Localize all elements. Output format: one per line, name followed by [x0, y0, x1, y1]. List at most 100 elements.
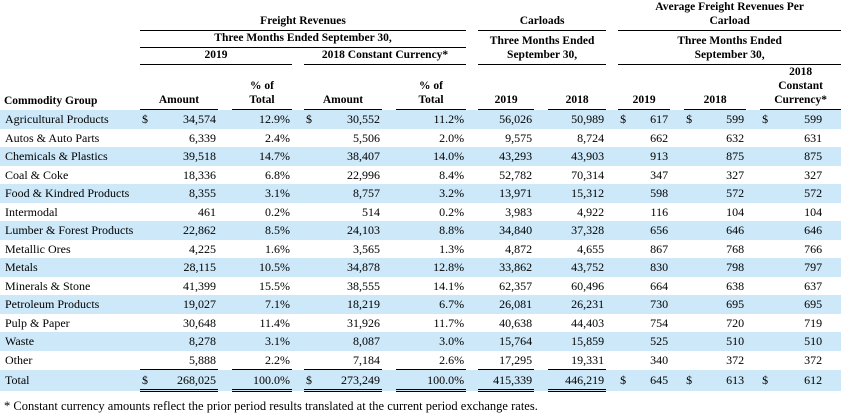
cell-carloads-2019: 34,840 [499, 223, 533, 238]
cell-fr2019-dollar [140, 295, 156, 314]
cell-gap [606, 147, 618, 166]
cell-gap [466, 221, 478, 240]
commodity-group-header: Commodity Group [4, 94, 98, 107]
cell-avg2018cc-dollar [760, 166, 776, 185]
cell-gap [218, 221, 232, 240]
cell-gap [382, 314, 396, 333]
fr-2018cc-group-header: 2018 Constant Currency* [304, 47, 467, 66]
cell-avg2018: 104 [726, 204, 745, 219]
cell-gap [534, 332, 548, 351]
cell-fr2019-pct: 15.5% [259, 278, 290, 293]
cell-gap [824, 277, 841, 296]
cell-avg2018: 510 [726, 334, 745, 349]
cell-label: Metals [5, 260, 38, 275]
cell-carloads-2018: 37,328 [571, 223, 605, 238]
cell-fr2019-pct: 6.8% [265, 167, 290, 182]
freight-period-header: Three Months Ended September 30, [140, 30, 467, 49]
cell-gap [824, 351, 841, 370]
cell-avg2018: 572 [726, 186, 745, 201]
cell-avg2018cc: 104 [804, 204, 823, 219]
cell-label: Metallic Ores [5, 241, 71, 256]
cell-gap [218, 166, 232, 185]
cell-gap [746, 314, 760, 333]
cell-label: Agricultural Products [5, 112, 109, 127]
table-row: Petroleum Products 19,027 7.1% 18,219 6.7% 26… [0, 295, 841, 314]
cell-gap [292, 314, 304, 333]
cell-fr2018cc-amount: 22,996 [347, 167, 380, 182]
cell-fr2019-amount: 8,278 [189, 334, 216, 349]
cell-fr2019-dollar [140, 129, 156, 148]
cell-avg2019-dollar [618, 184, 638, 203]
cell-gap [382, 147, 396, 166]
cell-gap [534, 295, 548, 314]
cell-fr2019-amount: 41,399 [183, 278, 216, 293]
table-row: Agricultural Products $34,574 12.9% $30,552… [0, 109, 841, 129]
cell-avg2018cc: 631 [804, 130, 823, 145]
cell-fr2018cc-pct: 11.2% [433, 112, 465, 127]
cell-carloads-2019: 52,782 [499, 167, 533, 182]
cell-gap [670, 184, 684, 203]
header-gap [292, 48, 304, 65]
cell-carloads-2018: 44,403 [571, 315, 605, 330]
cell-fr2019-dollar [140, 203, 156, 222]
cell-gap [606, 277, 618, 296]
cell-fr2018cc-amount: 7,184 [353, 352, 380, 367]
cell-avg2019: 525 [650, 334, 669, 349]
cell-gap [746, 221, 760, 240]
cell-fr2019-amount: 5,888 [189, 352, 216, 367]
cell-gap [382, 370, 396, 391]
cell-avg2019-dollar [618, 203, 638, 222]
cell-avg2019-dollar: $ [620, 373, 627, 388]
cell-fr2019-amount: 268,025 [156, 369, 218, 393]
carloads-period-header: Three Months Ended September 30, [478, 30, 607, 66]
cell-gap [534, 110, 548, 129]
cell-avg2019: 617 [650, 112, 669, 127]
header-gap [466, 0, 478, 31]
year-group-row: 2019 2018 Constant Currency* [0, 47, 841, 66]
cell-gap [292, 110, 304, 129]
cell-fr2019-dollar [140, 166, 156, 185]
cell-carloads-2018: 43,752 [571, 260, 605, 275]
cell-carloads-2018: 60,496 [571, 278, 605, 293]
cell-carloads-2019: 33,862 [499, 260, 533, 275]
cell-fr2019-amount: 18,336 [183, 167, 216, 182]
header-gap [0, 48, 140, 65]
cell-fr2018cc-pct: 14.0% [433, 149, 465, 164]
avg-period-header: Three Months Ended September 30, [618, 30, 841, 66]
cell-carloads-2018: 19,331 [571, 352, 605, 367]
cell-avg2018cc-dollar [760, 351, 776, 370]
cell-gap [670, 295, 684, 314]
cell-avg2018: 613 [726, 373, 745, 388]
cell-avg2019: 598 [650, 186, 669, 201]
cell-fr2019-pct: 12.9% [259, 112, 290, 127]
cell-fr2019-dollar [140, 147, 156, 166]
cell-avg2019-dollar [618, 240, 638, 259]
cell-label: Other [5, 353, 33, 368]
cell-fr2018cc-amount: 8,087 [353, 334, 380, 349]
cell-fr2019-dollar [140, 351, 156, 370]
header-gap [606, 31, 618, 65]
cell-carloads-2019: 40,638 [499, 315, 533, 330]
freight-revenues-header: Freight Revenues [140, 0, 467, 32]
cell-avg2019-dollar [618, 221, 638, 240]
cell-gap [824, 258, 841, 277]
cell-gap [534, 370, 548, 391]
freight-table: Freight Revenues Carloads Average Freigh… [0, 0, 841, 393]
cell-fr2018cc-amount: 24,103 [347, 223, 380, 238]
cell-avg2019-dollar [618, 351, 638, 370]
carloads-header: Carloads [478, 0, 607, 32]
cell-gap [670, 240, 684, 259]
cell-fr2018cc-dollar: $ [306, 112, 312, 127]
cell-fr2018cc-pct: 11.7% [433, 315, 465, 330]
fr2018cc-amount-header: Amount [304, 64, 382, 111]
cell-gap [534, 166, 548, 185]
header-gap [382, 65, 396, 110]
fr2018cc-pct-header: % of Total [396, 64, 467, 111]
cell-gap [824, 203, 841, 222]
header-gap [466, 31, 478, 48]
cell-gap [534, 314, 548, 333]
cell-avg2018cc-dollar [760, 221, 776, 240]
cell-fr2019-pct: 2.4% [265, 130, 290, 145]
period-row: Three Months Ended September 30, Three M… [0, 30, 841, 66]
cell-gap [670, 332, 684, 351]
